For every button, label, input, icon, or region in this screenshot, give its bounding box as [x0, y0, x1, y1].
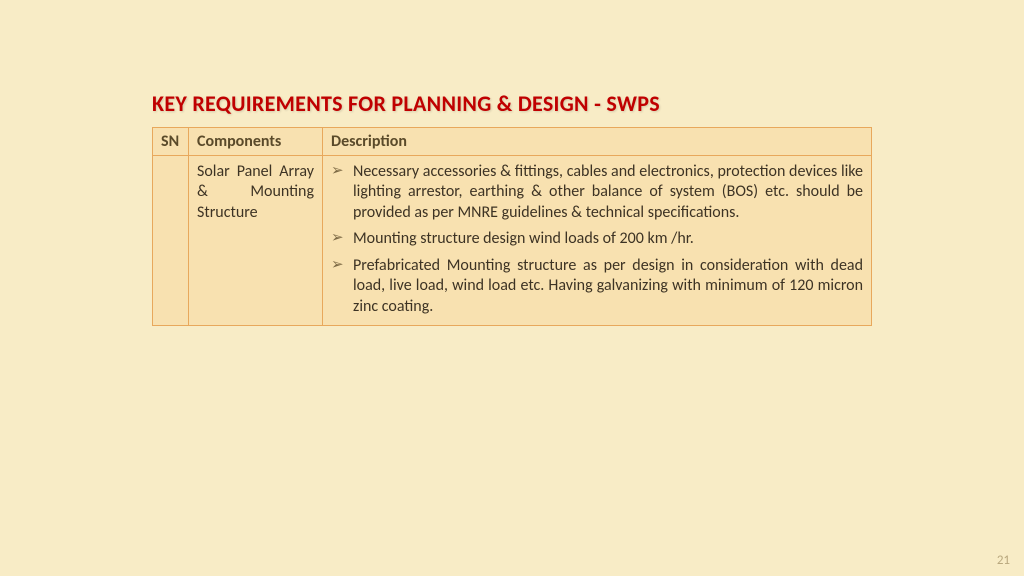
slide-title: KEY REQUIREMENTS FOR PLANNING & DESIGN -… — [152, 90, 872, 117]
cell-description: Necessary accessories & fittings, cables… — [323, 156, 872, 326]
table-header-row: SN Components Description — [153, 128, 872, 156]
cell-component: Solar Panel Array & Mounting Structure — [189, 156, 323, 326]
bullet-item: Mounting structure design wind loads of … — [331, 229, 863, 249]
bullet-item: Prefabricated Mounting structure as per … — [331, 256, 863, 317]
col-header-components: Components — [189, 128, 323, 156]
description-bullets: Necessary accessories & fittings, cables… — [331, 162, 863, 317]
col-header-sn: SN — [153, 128, 189, 156]
table-row: Solar Panel Array & Mounting Structure N… — [153, 156, 872, 326]
component-text: Solar Panel Array & Mounting Structure — [197, 162, 314, 223]
bullet-item: Necessary accessories & fittings, cables… — [331, 162, 863, 223]
cell-sn — [153, 156, 189, 326]
requirements-table: SN Components Description Solar Panel Ar… — [152, 127, 872, 326]
slide-content: KEY REQUIREMENTS FOR PLANNING & DESIGN -… — [0, 0, 1024, 326]
col-header-description: Description — [323, 128, 872, 156]
page-number: 21 — [997, 553, 1010, 568]
